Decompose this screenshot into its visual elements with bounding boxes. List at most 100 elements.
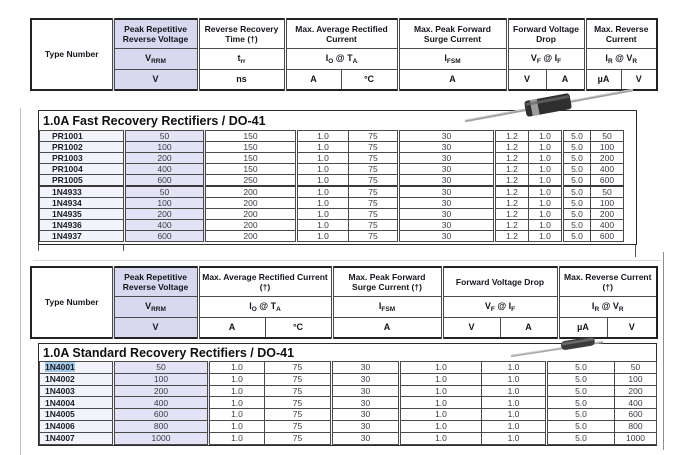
- value-cell: 100: [112, 372, 209, 386]
- value-cell: 200: [203, 230, 297, 242]
- col-header-vrrm: Peak Repetitive Reverse Voltage: [111, 266, 199, 297]
- value-cell: 1.0: [528, 230, 563, 242]
- value-cell: 200: [112, 384, 209, 398]
- table-row: 1N4936 400 200 1.0 75 30 1.2 1.0 5.0 400: [39, 219, 624, 231]
- value-cell: 1.0: [528, 219, 563, 231]
- value-cell: 5.0: [545, 384, 615, 398]
- unit-cell: A: [545, 69, 586, 91]
- value-cell: 30: [330, 431, 400, 445]
- value-cell: 1.0: [398, 419, 482, 433]
- unit-cell: ns: [196, 69, 286, 91]
- value-cell: 5.0: [561, 185, 591, 198]
- section-title-fast: 1.0A Fast Recovery Rectifiers / DO-41: [43, 114, 266, 128]
- col-header-vf: Forward Voltage Drop: [440, 266, 559, 297]
- value-cell: 30: [397, 197, 495, 209]
- type-number-cell: PR1001: [39, 130, 125, 142]
- type-number-cell: 1N4937: [39, 230, 125, 242]
- table-row: 1N4004 400 1.0 75 30 1.0 1.0 5.0 400: [39, 396, 657, 410]
- value-cell: 5.0: [561, 230, 591, 242]
- value-cell: 150: [203, 141, 297, 153]
- value-cell: 1.0: [398, 384, 482, 398]
- unit-cell: V: [111, 69, 199, 91]
- col-header-vrrm: Peak Repetitive Reverse Voltage: [111, 18, 199, 49]
- unit-cell: µA: [556, 317, 608, 339]
- type-number-cell: 1N4007: [39, 431, 114, 445]
- standard-data-table: 1N4001 50 1.0 75 30 1.0 1.0 5.0 50 1N4002 100 1.0 75…: [39, 361, 657, 445]
- value-cell: 400: [590, 219, 624, 231]
- symbol-vrrm: VRRM: [111, 48, 199, 70]
- value-cell: 75: [348, 197, 399, 209]
- value-cell: 200: [203, 219, 297, 231]
- value-cell: 5.0: [561, 174, 591, 187]
- value-cell: 30: [397, 152, 495, 164]
- symbol-io-ta: IO @ TA: [283, 48, 399, 70]
- value-cell: 100: [590, 141, 624, 153]
- unit-cell: V: [111, 317, 199, 339]
- value-cell: 75: [264, 431, 332, 445]
- unit-cell: µA: [583, 69, 622, 91]
- value-cell: 5.0: [545, 361, 615, 374]
- value-cell: 600: [590, 230, 624, 242]
- value-cell: 50: [590, 185, 624, 198]
- value-cell: 30: [330, 408, 400, 421]
- value-cell: 1.0: [481, 431, 547, 445]
- value-cell: 800: [614, 419, 657, 433]
- value-cell: 1.2: [493, 185, 529, 198]
- type-number-cell: 1N4935: [39, 208, 125, 220]
- value-cell: 1.0: [207, 408, 265, 421]
- value-cell: 5.0: [561, 208, 591, 220]
- value-cell: 50: [614, 361, 657, 374]
- value-cell: 75: [264, 361, 332, 374]
- type-number-cell: 1N4001: [39, 361, 114, 374]
- symbol-trr: trr: [196, 48, 286, 70]
- value-cell: 1000: [614, 431, 657, 445]
- fast-header-table: Type Number Peak Repetitive Reverse Volt…: [30, 18, 658, 91]
- value-cell: 75: [348, 174, 399, 187]
- value-cell: 30: [397, 230, 495, 242]
- type-number-cell: 1N4002: [39, 372, 114, 386]
- fast-data-table: PR1001 50 150 1.0 75 30 1.2 1.0 5.0 50 PR1002 100 15…: [39, 130, 624, 242]
- value-cell: 800: [112, 419, 209, 433]
- symbol-vf-if: VF @ IF: [440, 296, 559, 318]
- type-number-cell: 1N4003: [39, 384, 114, 398]
- value-cell: 200: [590, 152, 624, 164]
- value-cell: 100: [614, 372, 657, 386]
- unit-cell: V: [440, 317, 501, 339]
- scan-artifact-line: [38, 243, 39, 251]
- value-cell: 400: [112, 396, 209, 410]
- value-cell: 5.0: [545, 431, 615, 445]
- symbol-ir-vr: IR @ VR: [556, 296, 658, 318]
- value-cell: 200: [203, 208, 297, 220]
- value-cell: 75: [348, 130, 399, 142]
- value-cell: 1.2: [493, 230, 529, 242]
- col-header-trr: Reverse Recovery Time (†): [196, 18, 286, 49]
- value-cell: 1.0: [295, 208, 349, 220]
- value-cell: 75: [348, 208, 399, 220]
- value-cell: 1.2: [493, 219, 529, 231]
- col-header-ir: Max. Reverse Current (†): [556, 266, 658, 297]
- type-number-cell: 1N4005: [39, 408, 114, 421]
- value-cell: 30: [330, 372, 400, 386]
- value-cell: 100: [590, 197, 624, 209]
- col-header-ifsm: Max. Peak Forward Surge Current (†): [330, 266, 443, 297]
- value-cell: 30: [397, 174, 495, 187]
- value-cell: 5.0: [561, 141, 591, 153]
- value-cell: 30: [397, 163, 495, 175]
- type-number-cell: 1N4006: [39, 419, 114, 433]
- table-row: 1N4937 600 200 1.0 75 30 1.2 1.0 5.0 600: [39, 230, 624, 242]
- value-cell: 1.0: [398, 361, 482, 374]
- value-cell: 1.0: [295, 185, 349, 198]
- value-cell: 1.0: [295, 230, 349, 242]
- value-cell: 75: [348, 185, 399, 198]
- standard-header-table: Type Number Peak Repetitive Reverse Volt…: [30, 266, 658, 339]
- unit-cell: V: [606, 317, 658, 339]
- value-cell: 150: [203, 152, 297, 164]
- value-cell: 30: [330, 396, 400, 410]
- value-cell: 400: [123, 163, 205, 175]
- value-cell: 1.2: [493, 163, 529, 175]
- unit-cell: V: [505, 69, 547, 91]
- value-cell: 200: [614, 384, 657, 398]
- table-row: 1N4005 600 1.0 75 30 1.0 1.0 5.0 600: [39, 408, 657, 421]
- col-header-type-number: Type Number: [30, 266, 114, 339]
- value-cell: 30: [397, 208, 495, 220]
